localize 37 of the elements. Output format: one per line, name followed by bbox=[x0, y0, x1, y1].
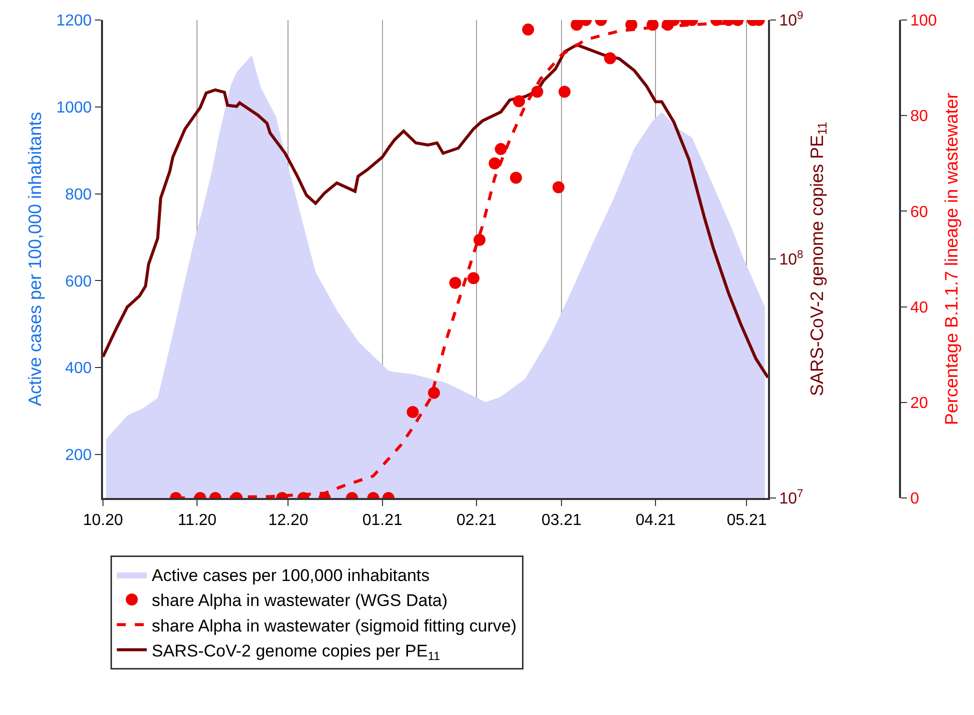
y3-tick-label: 60 bbox=[910, 204, 928, 221]
y3-axis-title: Percentage B.1.1.7 lineage in wastewater bbox=[942, 92, 962, 426]
x-tick-label: 11.20 bbox=[178, 512, 217, 530]
line-series bbox=[103, 43, 768, 380]
legend-label: share Alpha in wastewater (sigmoid fitting curve) bbox=[152, 616, 517, 636]
x-tick-label: 04.21 bbox=[636, 512, 676, 530]
legend-label: SARS-CoV-2 genome copies per PE$_{11}$ bbox=[152, 641, 440, 663]
point bbox=[494, 143, 507, 156]
x-tick-label: 05.21 bbox=[726, 512, 767, 530]
y2-tick-label: 10$^{7}$ bbox=[779, 488, 804, 508]
y-axis-title: Active cases per 100,000 inhabitants bbox=[24, 112, 45, 406]
x-tick-label: 02.21 bbox=[456, 512, 497, 530]
y3-tick-label: 20 bbox=[910, 395, 928, 412]
y-tick-label: 1200 bbox=[56, 12, 92, 30]
y-tick-label: 1000 bbox=[56, 100, 92, 117]
point bbox=[467, 272, 480, 284]
y-tick-label: 600 bbox=[65, 273, 92, 290]
y2-tick-label: 10$^{8}$ bbox=[779, 248, 804, 269]
x-tick-label: 01.21 bbox=[362, 512, 402, 530]
point bbox=[449, 276, 462, 289]
legend-label: Active cases per 100,000 inhabitants bbox=[152, 566, 430, 586]
y-tick-label: 800 bbox=[65, 186, 92, 204]
y2-tick-label: 10$^{9}$ bbox=[779, 10, 804, 30]
y3-tick-label: 100 bbox=[910, 12, 937, 30]
y3-tick-label: 40 bbox=[910, 299, 928, 316]
point bbox=[552, 181, 564, 194]
point bbox=[488, 157, 501, 170]
y3-tick-label: 0 bbox=[910, 490, 920, 508]
y-tick-label: 400 bbox=[65, 360, 92, 378]
point bbox=[474, 234, 486, 246]
x-tick-label: 10.20 bbox=[82, 512, 124, 530]
legend-label: share Alpha in wastewater (WGS Data) bbox=[152, 591, 448, 610]
point bbox=[510, 172, 522, 184]
x-tick-label: 12.20 bbox=[268, 512, 308, 530]
x-tick-label: 03.21 bbox=[541, 512, 582, 530]
y-tick-label: 200 bbox=[65, 447, 92, 464]
y3-tick-label: 80 bbox=[910, 108, 928, 126]
